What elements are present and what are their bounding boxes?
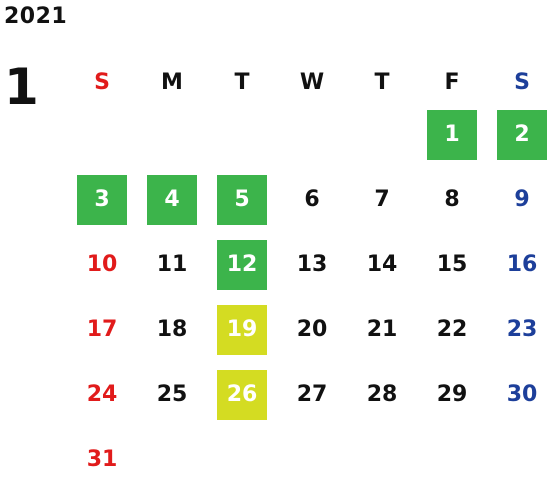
day-number[interactable]: 24: [86, 382, 118, 407]
day-cell[interactable]: 3: [67, 167, 137, 232]
day-cell: [207, 427, 277, 492]
day-number[interactable]: 5: [217, 174, 267, 225]
day-cell[interactable]: 5: [207, 167, 277, 232]
day-number[interactable]: 13: [296, 252, 328, 277]
day-number[interactable]: 10: [86, 252, 118, 277]
day-number[interactable]: 27: [296, 382, 328, 407]
day-cell[interactable]: 14: [347, 232, 417, 297]
weekday-header-tue: T: [234, 69, 250, 95]
day-number[interactable]: 18: [156, 317, 188, 342]
day-cell[interactable]: 30: [487, 362, 548, 427]
day-cell[interactable]: 24: [67, 362, 137, 427]
day-cell[interactable]: 17: [67, 297, 137, 362]
day-number[interactable]: 3: [77, 174, 127, 225]
day-cell[interactable]: 11: [137, 232, 207, 297]
day-cell[interactable]: 9: [487, 167, 548, 232]
weekday-header-wed: W: [299, 69, 325, 95]
day-number[interactable]: 17: [86, 317, 118, 342]
day-cell[interactable]: 1: [417, 102, 487, 167]
day-number: [427, 435, 477, 485]
day-number[interactable]: 11: [156, 252, 188, 277]
year-label: 2021: [4, 4, 68, 29]
day-number[interactable]: 23: [506, 317, 538, 342]
day-cell[interactable]: 27: [277, 362, 347, 427]
day-cell[interactable]: 18: [137, 297, 207, 362]
weekday-header-sat: S: [514, 69, 530, 95]
day-number[interactable]: 20: [296, 317, 328, 342]
weekday-header-fri: F: [444, 69, 460, 95]
day-cell: [347, 427, 417, 492]
day-number[interactable]: 14: [366, 252, 398, 277]
day-number[interactable]: 7: [374, 187, 390, 212]
day-number[interactable]: 21: [366, 317, 398, 342]
day-cell[interactable]: 20: [277, 297, 347, 362]
weekday-header-sun: S: [94, 69, 110, 95]
day-cell[interactable]: 4: [137, 167, 207, 232]
day-number: [217, 110, 267, 160]
day-cell: [207, 102, 277, 167]
day-number[interactable]: 28: [366, 382, 398, 407]
day-number[interactable]: 31: [86, 447, 118, 472]
day-number: [357, 110, 407, 160]
day-number[interactable]: 25: [156, 382, 188, 407]
day-cell: [277, 102, 347, 167]
day-cell: [487, 427, 548, 492]
day-cell[interactable]: 22: [417, 297, 487, 362]
day-number: [357, 435, 407, 485]
day-cell: [137, 427, 207, 492]
day-number: [147, 110, 197, 160]
day-number[interactable]: 19: [217, 304, 267, 355]
day-number[interactable]: 8: [444, 187, 460, 212]
day-cell[interactable]: 15: [417, 232, 487, 297]
day-cell[interactable]: 26: [207, 362, 277, 427]
day-number[interactable]: 15: [436, 252, 468, 277]
day-number[interactable]: 22: [436, 317, 468, 342]
day-cell[interactable]: 19: [207, 297, 277, 362]
day-number[interactable]: 1: [427, 109, 477, 160]
day-cell[interactable]: 16: [487, 232, 548, 297]
day-cell[interactable]: 12: [207, 232, 277, 297]
day-number[interactable]: 30: [506, 382, 538, 407]
day-cell[interactable]: 6: [277, 167, 347, 232]
day-cell[interactable]: 10: [67, 232, 137, 297]
day-cell[interactable]: 29: [417, 362, 487, 427]
month-label: 1: [4, 58, 39, 116]
day-cell: [277, 427, 347, 492]
day-number[interactable]: 12: [217, 239, 267, 290]
day-number: [287, 435, 337, 485]
day-number: [77, 110, 127, 160]
day-number[interactable]: 9: [514, 187, 530, 212]
day-cell[interactable]: 28: [347, 362, 417, 427]
day-cell[interactable]: 25: [137, 362, 207, 427]
day-number[interactable]: 4: [147, 174, 197, 225]
day-number[interactable]: 16: [506, 252, 538, 277]
day-number[interactable]: 29: [436, 382, 468, 407]
day-number[interactable]: 26: [217, 369, 267, 420]
day-cell: [137, 102, 207, 167]
weekday-header-mon: M: [161, 69, 183, 95]
day-cell[interactable]: 23: [487, 297, 548, 362]
day-cell[interactable]: 21: [347, 297, 417, 362]
day-number[interactable]: 2: [497, 109, 547, 160]
day-number: [147, 435, 197, 485]
day-cell[interactable]: 7: [347, 167, 417, 232]
day-cell[interactable]: 13: [277, 232, 347, 297]
day-number[interactable]: 6: [304, 187, 320, 212]
day-number: [287, 110, 337, 160]
day-cell[interactable]: 8: [417, 167, 487, 232]
day-cell: [347, 102, 417, 167]
calendar-grid: S M T W T F S 1 2 3 4 5 6 7 8 9 10 11 12…: [67, 62, 548, 492]
day-cell: [417, 427, 487, 492]
day-number: [497, 435, 547, 485]
weekday-header-thu: T: [374, 69, 390, 95]
day-cell: [67, 102, 137, 167]
day-cell[interactable]: 31: [67, 427, 137, 492]
day-number: [217, 435, 267, 485]
day-cell[interactable]: 2: [487, 102, 548, 167]
